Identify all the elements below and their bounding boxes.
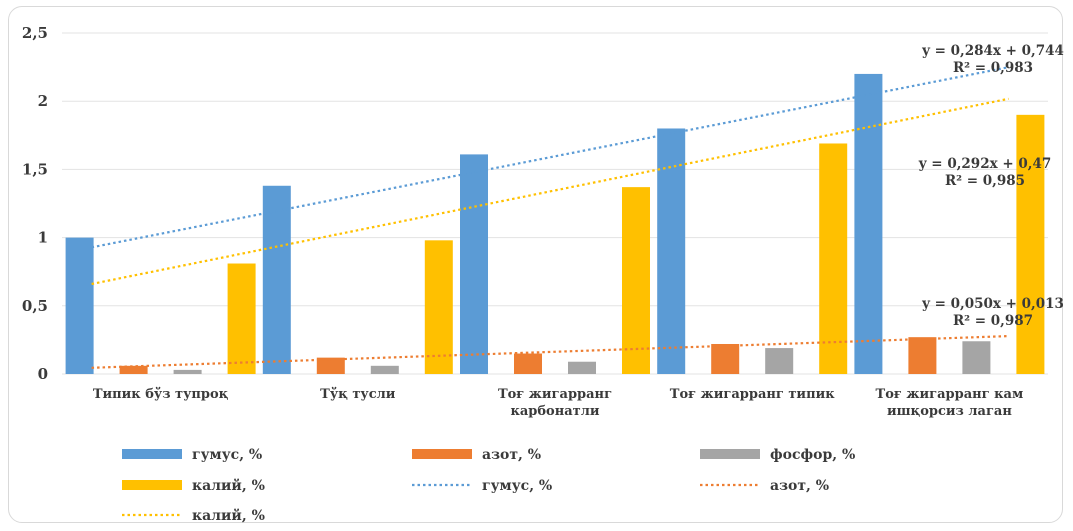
trendline-r2: R² = 0,985 xyxy=(945,173,1025,189)
bar-1-5 xyxy=(854,73,883,375)
legend-label: гумус, % xyxy=(482,478,552,494)
trendline-r2: R² = 0,987 xyxy=(953,313,1033,329)
legend-label: калий, % xyxy=(192,507,265,524)
bar-1-4 xyxy=(657,128,686,374)
y-tick-label: 0 xyxy=(38,365,48,383)
x-tick-label: Тоғ жигарранг кам xyxy=(876,387,1024,402)
legend-label: гумус, % xyxy=(192,447,262,463)
x-tick-label: Тоғ жигарранг xyxy=(498,387,612,402)
legend-label: калий, % xyxy=(192,477,265,494)
bar-3-4 xyxy=(765,348,794,374)
trendline-equation: y = 0,284x + 0,744 xyxy=(921,43,1064,59)
trendline-equation: y = 0,292x + 0,47 xyxy=(918,156,1051,172)
bar-2-2 xyxy=(316,357,345,374)
bar-4-4 xyxy=(819,143,848,374)
bar-4-3 xyxy=(622,187,650,374)
bars xyxy=(65,73,1045,375)
x-tick-label: Тоғ жигарранг типик xyxy=(670,387,835,402)
y-tick-label: 1,5 xyxy=(22,160,48,178)
bar-4-1 xyxy=(227,263,256,374)
trendline-r2: R² = 0,983 xyxy=(953,60,1033,76)
bar-2-3 xyxy=(514,353,542,374)
y-tick-label: 0,5 xyxy=(22,297,48,315)
y-tick-label: 2,5 xyxy=(22,24,48,42)
bar-3-5 xyxy=(962,341,991,374)
bar-4-5 xyxy=(1016,114,1045,374)
bar-3-3 xyxy=(568,361,596,374)
bar-3-2 xyxy=(370,365,399,374)
x-tick-label: Тўқ тусли xyxy=(320,387,396,402)
trendlines xyxy=(91,66,1009,369)
bar-2-1 xyxy=(119,365,148,374)
y-axis-ticks: 0 0,5 1 1,5 2 2,5 xyxy=(22,24,48,383)
bar-4-2 xyxy=(424,240,453,374)
x-tick-label: Типик бўз тупроқ xyxy=(93,387,229,402)
grid xyxy=(62,32,1048,375)
x-tick-label: ишқорсиз лаган xyxy=(887,404,1012,419)
legend-label: фосфор, % xyxy=(770,447,855,463)
legend-swatch xyxy=(122,480,182,490)
bar-1-1 xyxy=(65,237,94,374)
x-tick-label: карбонатли xyxy=(510,404,599,419)
legend-swatch xyxy=(700,449,760,459)
trendline-equation: y = 0,050x + 0,013 xyxy=(921,296,1064,312)
y-tick-label: 2 xyxy=(38,92,48,110)
bar-1-3 xyxy=(460,154,488,374)
legend-swatch xyxy=(122,449,182,459)
bar-1-2 xyxy=(262,185,291,374)
bar-2-4 xyxy=(711,343,740,374)
trendline-2 xyxy=(91,334,1009,369)
bar-3-1 xyxy=(173,369,202,374)
y-tick-label: 1 xyxy=(38,229,48,247)
trendline-1 xyxy=(91,66,1009,249)
legend-label: азот, % xyxy=(770,478,829,494)
bar-2-5 xyxy=(908,337,937,374)
legend: гумус, % азот, % фосфор, % калий, % гумус, %… xyxy=(122,447,855,524)
x-axis-labels: Типик бўз тупроқ Тўқ тусли Тоғ жигарранг ка… xyxy=(93,387,1023,419)
legend-swatch xyxy=(412,449,472,459)
legend-label: азот, % xyxy=(482,447,541,463)
trendline-3 xyxy=(91,97,1009,286)
